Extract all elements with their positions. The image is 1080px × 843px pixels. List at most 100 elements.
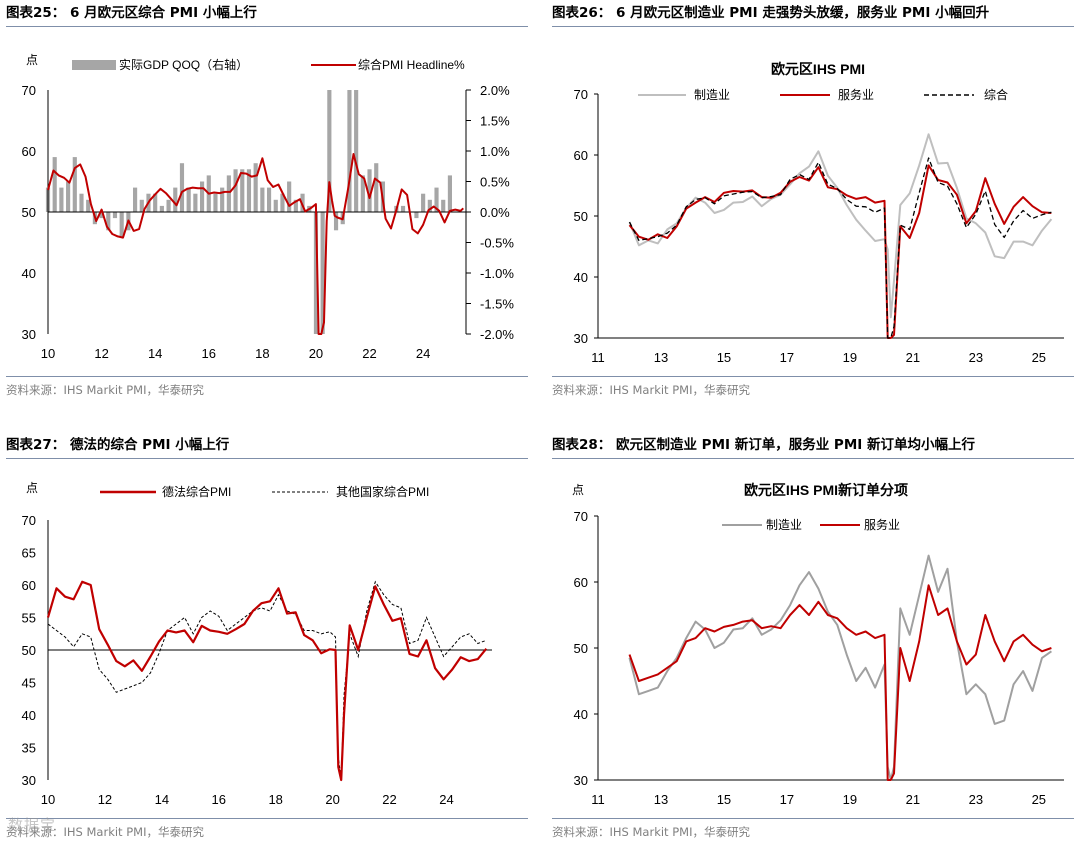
figure-27-chart: 点 德法综合PMI 其他国家综合PMI 70 65 60 55 50 45 40 35 30 1… [22, 481, 492, 807]
x-tick-label: 19 [843, 792, 857, 807]
x-tick-label: 20 [309, 346, 323, 361]
gdp-bar [199, 181, 205, 212]
y-tick-label: 40 [574, 707, 588, 722]
y-tick-label: 30 [22, 773, 36, 788]
legend-label-de-fr: 德法综合PMI [162, 484, 231, 499]
gdp-bar [246, 169, 252, 212]
x-tick-label: 14 [155, 792, 169, 807]
chart-title: 欧元区IHS PMI [771, 61, 865, 77]
figure-25-chart: 点 实际GDP QOQ（右轴） 综合PMI Headline% 70 60 50 40… [22, 53, 515, 361]
legend-swatch-gdp [72, 60, 116, 70]
gdp-bar [293, 199, 298, 212]
y-tick-label: 30 [574, 773, 588, 788]
gdp-bar [313, 212, 319, 334]
x-tick-label: 15 [717, 792, 731, 807]
y-tick-label: 40 [22, 266, 36, 281]
x-tick-label: 12 [94, 346, 108, 361]
legend-label-pmi: 综合PMI Headline% [358, 57, 465, 72]
legend: 制造业 服务业 [722, 517, 900, 532]
x-tick-label: 16 [212, 792, 226, 807]
legend-label-manufacturing: 制造业 [766, 518, 802, 532]
x-tick-label: 12 [98, 792, 112, 807]
y-tick-label: 70 [574, 87, 588, 102]
y-tick-label: 40 [22, 708, 36, 723]
gdp-bar [260, 187, 265, 212]
legend: 实际GDP QOQ（右轴） 综合PMI Headline% [72, 57, 465, 72]
de-fr-line [46, 580, 488, 782]
y-tick-label: 45 [22, 676, 36, 691]
x-tick-label: 15 [717, 350, 731, 364]
y-tick-label: 50 [22, 643, 36, 658]
legend-label-services: 服务业 [838, 87, 874, 102]
y2-tick-label: 0.5% [480, 175, 510, 190]
x-tick-label: 18 [268, 792, 282, 807]
gdp-bar [327, 90, 332, 212]
gdp-bar [427, 199, 432, 212]
gdp-bar [66, 181, 71, 212]
gdp-bar [153, 193, 158, 212]
x-tick-label: 17 [780, 792, 794, 807]
x-tick-label: 11 [591, 350, 605, 364]
figure-28-source: 资料来源：IHS Markit PMI，华泰研究 [552, 818, 1074, 840]
gdp-bar [266, 187, 272, 212]
y-tick-label: 30 [22, 327, 36, 342]
x-tick-label: 25 [1032, 350, 1046, 364]
y2-tick-label: 0.0% [480, 205, 510, 220]
x-tick-label: 22 [362, 346, 376, 361]
gdp-bar [400, 205, 406, 212]
y-tick-label: 60 [574, 148, 588, 163]
gdp-bar [226, 175, 231, 212]
gdp-bar [441, 199, 446, 212]
gdp-bar [119, 212, 124, 237]
services-line [628, 584, 1052, 781]
gdp-bar [447, 175, 452, 212]
figure-25-source: 资料来源：IHS Markit PMI，华泰研究 [6, 376, 528, 398]
gdp-bar [99, 212, 104, 219]
figure-27-title: 图表27： 德法的综合 PMI 小幅上行 [6, 432, 528, 459]
gdp-bar [159, 205, 164, 212]
y-tick-label: 35 [22, 741, 36, 756]
y-tick-label: 50 [22, 205, 36, 220]
x-tick-label: 17 [780, 350, 794, 364]
gdp-bar [280, 193, 285, 212]
gdp-bar [434, 187, 439, 212]
gdp-bar [186, 187, 191, 212]
x-tick-label: 19 [843, 350, 857, 364]
gdp-bar [86, 199, 91, 212]
gdp-bar [347, 90, 352, 212]
gdp-bar [173, 187, 178, 212]
legend: 制造业 服务业 综合 [638, 87, 1008, 102]
y2-tick-label: 1.0% [480, 144, 510, 159]
gdp-bar [240, 169, 245, 212]
legend-label-manufacturing: 制造业 [694, 88, 730, 102]
gdp-bar [79, 193, 84, 212]
figure-27-source: 资料来源：IHS Markit PMI，华泰研究 [6, 818, 528, 840]
gdp-bar [354, 90, 359, 212]
y-tick-label: 65 [22, 546, 36, 561]
y-axis-unit: 点 [572, 483, 584, 497]
gdp-bar [213, 193, 218, 212]
x-tick-label: 10 [41, 792, 55, 807]
y-tick-label: 60 [22, 578, 36, 593]
gdp-bar [179, 163, 185, 212]
y-tick-label: 50 [574, 641, 588, 656]
x-tick-label: 20 [325, 792, 339, 807]
manufacturing-line [628, 554, 1052, 781]
x-tick-label: 24 [439, 792, 453, 807]
x-tick-label: 23 [969, 350, 983, 364]
x-tick-label: 21 [906, 792, 920, 807]
services-line [628, 164, 1052, 339]
x-tick-label: 16 [202, 346, 216, 361]
gdp-bar [112, 212, 118, 219]
x-tick-label: 22 [382, 792, 396, 807]
y-tick-label: 50 [574, 209, 588, 224]
gdp-bar [333, 212, 339, 231]
gdp-bar [166, 199, 171, 212]
y-axis-unit: 点 [26, 481, 38, 495]
legend-label-gdp: 实际GDP QOQ（右轴） [119, 57, 248, 72]
x-tick-label: 21 [906, 350, 920, 364]
x-tick-label: 10 [41, 346, 55, 361]
figure-26-source: 资料来源：IHS Markit PMI，华泰研究 [552, 376, 1074, 398]
figure-25-title: 图表25： 6 月欧元区综合 PMI 小幅上行 [6, 0, 528, 27]
gdp-bar [360, 175, 365, 212]
